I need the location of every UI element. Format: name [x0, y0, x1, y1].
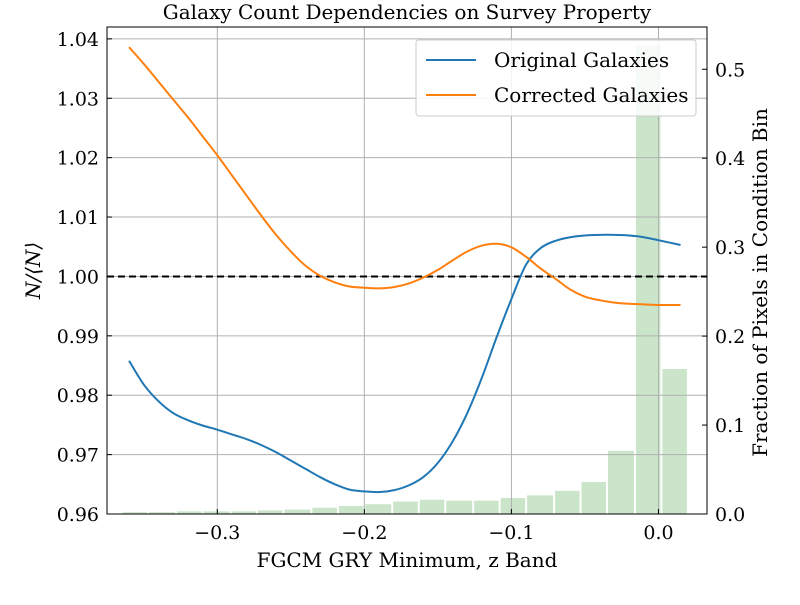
x-tick-label: −0.1: [488, 522, 534, 544]
histogram-bar: [338, 505, 364, 514]
y2-tick-label: 0.4: [715, 148, 745, 170]
y2-tick-label: 0.2: [715, 326, 745, 348]
y-tick-label: 1.01: [57, 207, 99, 229]
x-axis-label: FGCM GRY Minimum, z Band: [257, 548, 558, 572]
legend-label-original: Original Galaxies: [494, 48, 669, 72]
y-tick-label: 1.02: [57, 148, 99, 170]
y2-tick-label: 0.1: [715, 415, 745, 437]
histogram-bar: [122, 512, 148, 514]
y2-tick-label: 0.3: [715, 237, 745, 259]
series-line-original: [128, 233, 681, 494]
y-tick-label: 1.04: [57, 29, 99, 51]
histogram-bar: [177, 511, 202, 514]
y2-tick-label: 0.0: [715, 504, 745, 526]
y-tick-label: 1.03: [57, 88, 99, 110]
y2-axis-label: Fraction of Pixels in Condition Bin: [748, 108, 772, 457]
histogram-bar: [662, 369, 687, 514]
y-tick-label: 1.00: [57, 266, 99, 288]
histogram-bar: [365, 504, 392, 514]
plot-frame: [106, 26, 708, 515]
y-tick-label: 0.98: [57, 385, 99, 407]
histogram-bar: [312, 507, 337, 514]
series-lines: [128, 46, 681, 494]
histogram-bar: [149, 512, 176, 514]
histogram-bar: [258, 510, 283, 514]
y-axis-ticks: 0.96 0.97 0.98 0.99 1.00 1.01 1.02 1.03 1.04: [57, 29, 112, 526]
histogram-bar: [635, 45, 661, 514]
histogram-bar: [581, 481, 606, 514]
histogram-bar: [555, 490, 580, 514]
x-tick-label: −0.3: [194, 522, 240, 544]
y-tick-label: 0.96: [57, 504, 99, 526]
histogram-bar: [500, 497, 526, 514]
histogram-bar: [527, 495, 554, 514]
histogram-bar: [446, 500, 473, 514]
histogram-bar: [608, 450, 634, 514]
histogram-bar: [284, 509, 311, 514]
histogram-bar: [393, 501, 418, 514]
x-tick-label: 0.0: [643, 522, 673, 544]
y2-axis-ticks: 0.0 0.1 0.2 0.3 0.4 0.5: [702, 59, 745, 526]
histogram-bar: [474, 500, 499, 514]
histogram-bar: [203, 511, 230, 514]
chart-title: Galaxy Count Dependencies on Survey Prop…: [163, 0, 652, 24]
legend-label-corrected: Corrected Galaxies: [494, 83, 689, 107]
histogram-bars: [122, 45, 687, 514]
x-axis-ticks: −0.3 −0.2 −0.1 0.0: [194, 509, 674, 544]
y-tick-label: 0.97: [57, 445, 99, 467]
y-tick-label: 0.99: [57, 326, 99, 348]
legend: Original Galaxies Corrected Galaxies: [415, 39, 697, 117]
histogram-bar: [231, 511, 256, 514]
histogram-bar: [419, 499, 445, 514]
legend-box: [415, 39, 697, 117]
y-axis-label: N/⟨N⟩: [21, 242, 45, 300]
x-tick-label: −0.2: [341, 522, 387, 544]
series-line-corrected: [128, 46, 681, 306]
y2-tick-label: 0.5: [715, 59, 745, 81]
